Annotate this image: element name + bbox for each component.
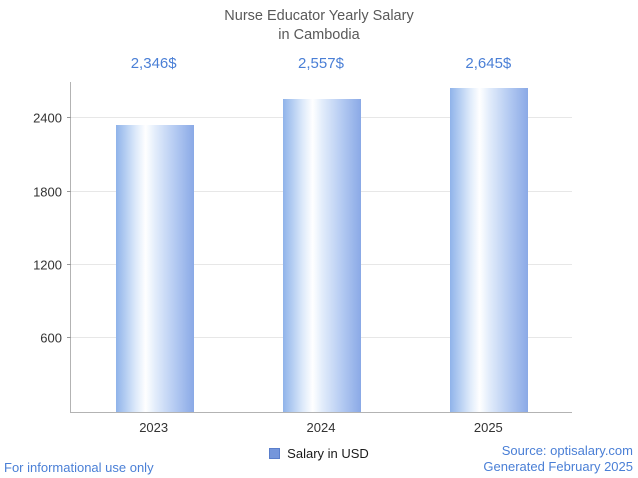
legend-marker-icon bbox=[269, 448, 281, 459]
legend: Salary in USD bbox=[0, 446, 638, 461]
bar-value-label: 2,645$ bbox=[465, 54, 512, 72]
disclaimer-text: For informational use only bbox=[4, 460, 154, 475]
y-axis-tick-mark bbox=[67, 337, 71, 339]
y-axis-tick-mark bbox=[67, 190, 71, 192]
bar bbox=[282, 99, 361, 412]
bar-slot bbox=[405, 82, 572, 412]
bar bbox=[115, 124, 194, 412]
y-axis-tick-label: 2400 bbox=[33, 110, 62, 126]
bar-value-label: 2,557$ bbox=[298, 54, 344, 72]
x-axis-tick-label: 2023 bbox=[139, 419, 169, 435]
chart-title-line2: in Cambodia bbox=[278, 26, 360, 43]
chart-title: Nurse Educator Yearly Salary in Cambodia bbox=[0, 0, 638, 45]
x-axis-tick-label: 2025 bbox=[473, 419, 503, 435]
bars-layer bbox=[71, 82, 572, 412]
bar-slot bbox=[238, 82, 405, 412]
y-axis-tick-mark bbox=[67, 117, 71, 119]
bar-slot bbox=[71, 82, 238, 412]
source-text: Source: optisalary.com bbox=[501, 442, 633, 458]
chart-title-line1: Nurse Educator Yearly Salary bbox=[224, 8, 414, 24]
bar bbox=[449, 88, 528, 412]
source-block: Source: optisalary.com Generated Februar… bbox=[483, 443, 633, 476]
legend-label: Salary in USD bbox=[287, 446, 369, 461]
chart-region: 2,346$ 2,557$ 2,645$ 600 1200 1800 2400 2023 2… bbox=[33, 55, 572, 435]
x-axis-labels-row: 2023 2024 2025 bbox=[70, 413, 572, 435]
y-axis-tick-label: 600 bbox=[40, 330, 62, 346]
bar-value-labels-row: 2,346$ 2,557$ 2,645$ bbox=[70, 55, 572, 74]
x-axis-tick-label: 2024 bbox=[306, 419, 336, 435]
y-axis-tick-label: 1200 bbox=[33, 257, 62, 273]
generated-text: Generated February 2025 bbox=[483, 458, 633, 474]
plot-area: 600 1200 1800 2400 bbox=[33, 81, 572, 413]
y-axis-tick-label: 1800 bbox=[33, 184, 62, 200]
bar-value-label: 2,346$ bbox=[130, 54, 177, 72]
y-axis-tick-mark bbox=[67, 264, 71, 266]
